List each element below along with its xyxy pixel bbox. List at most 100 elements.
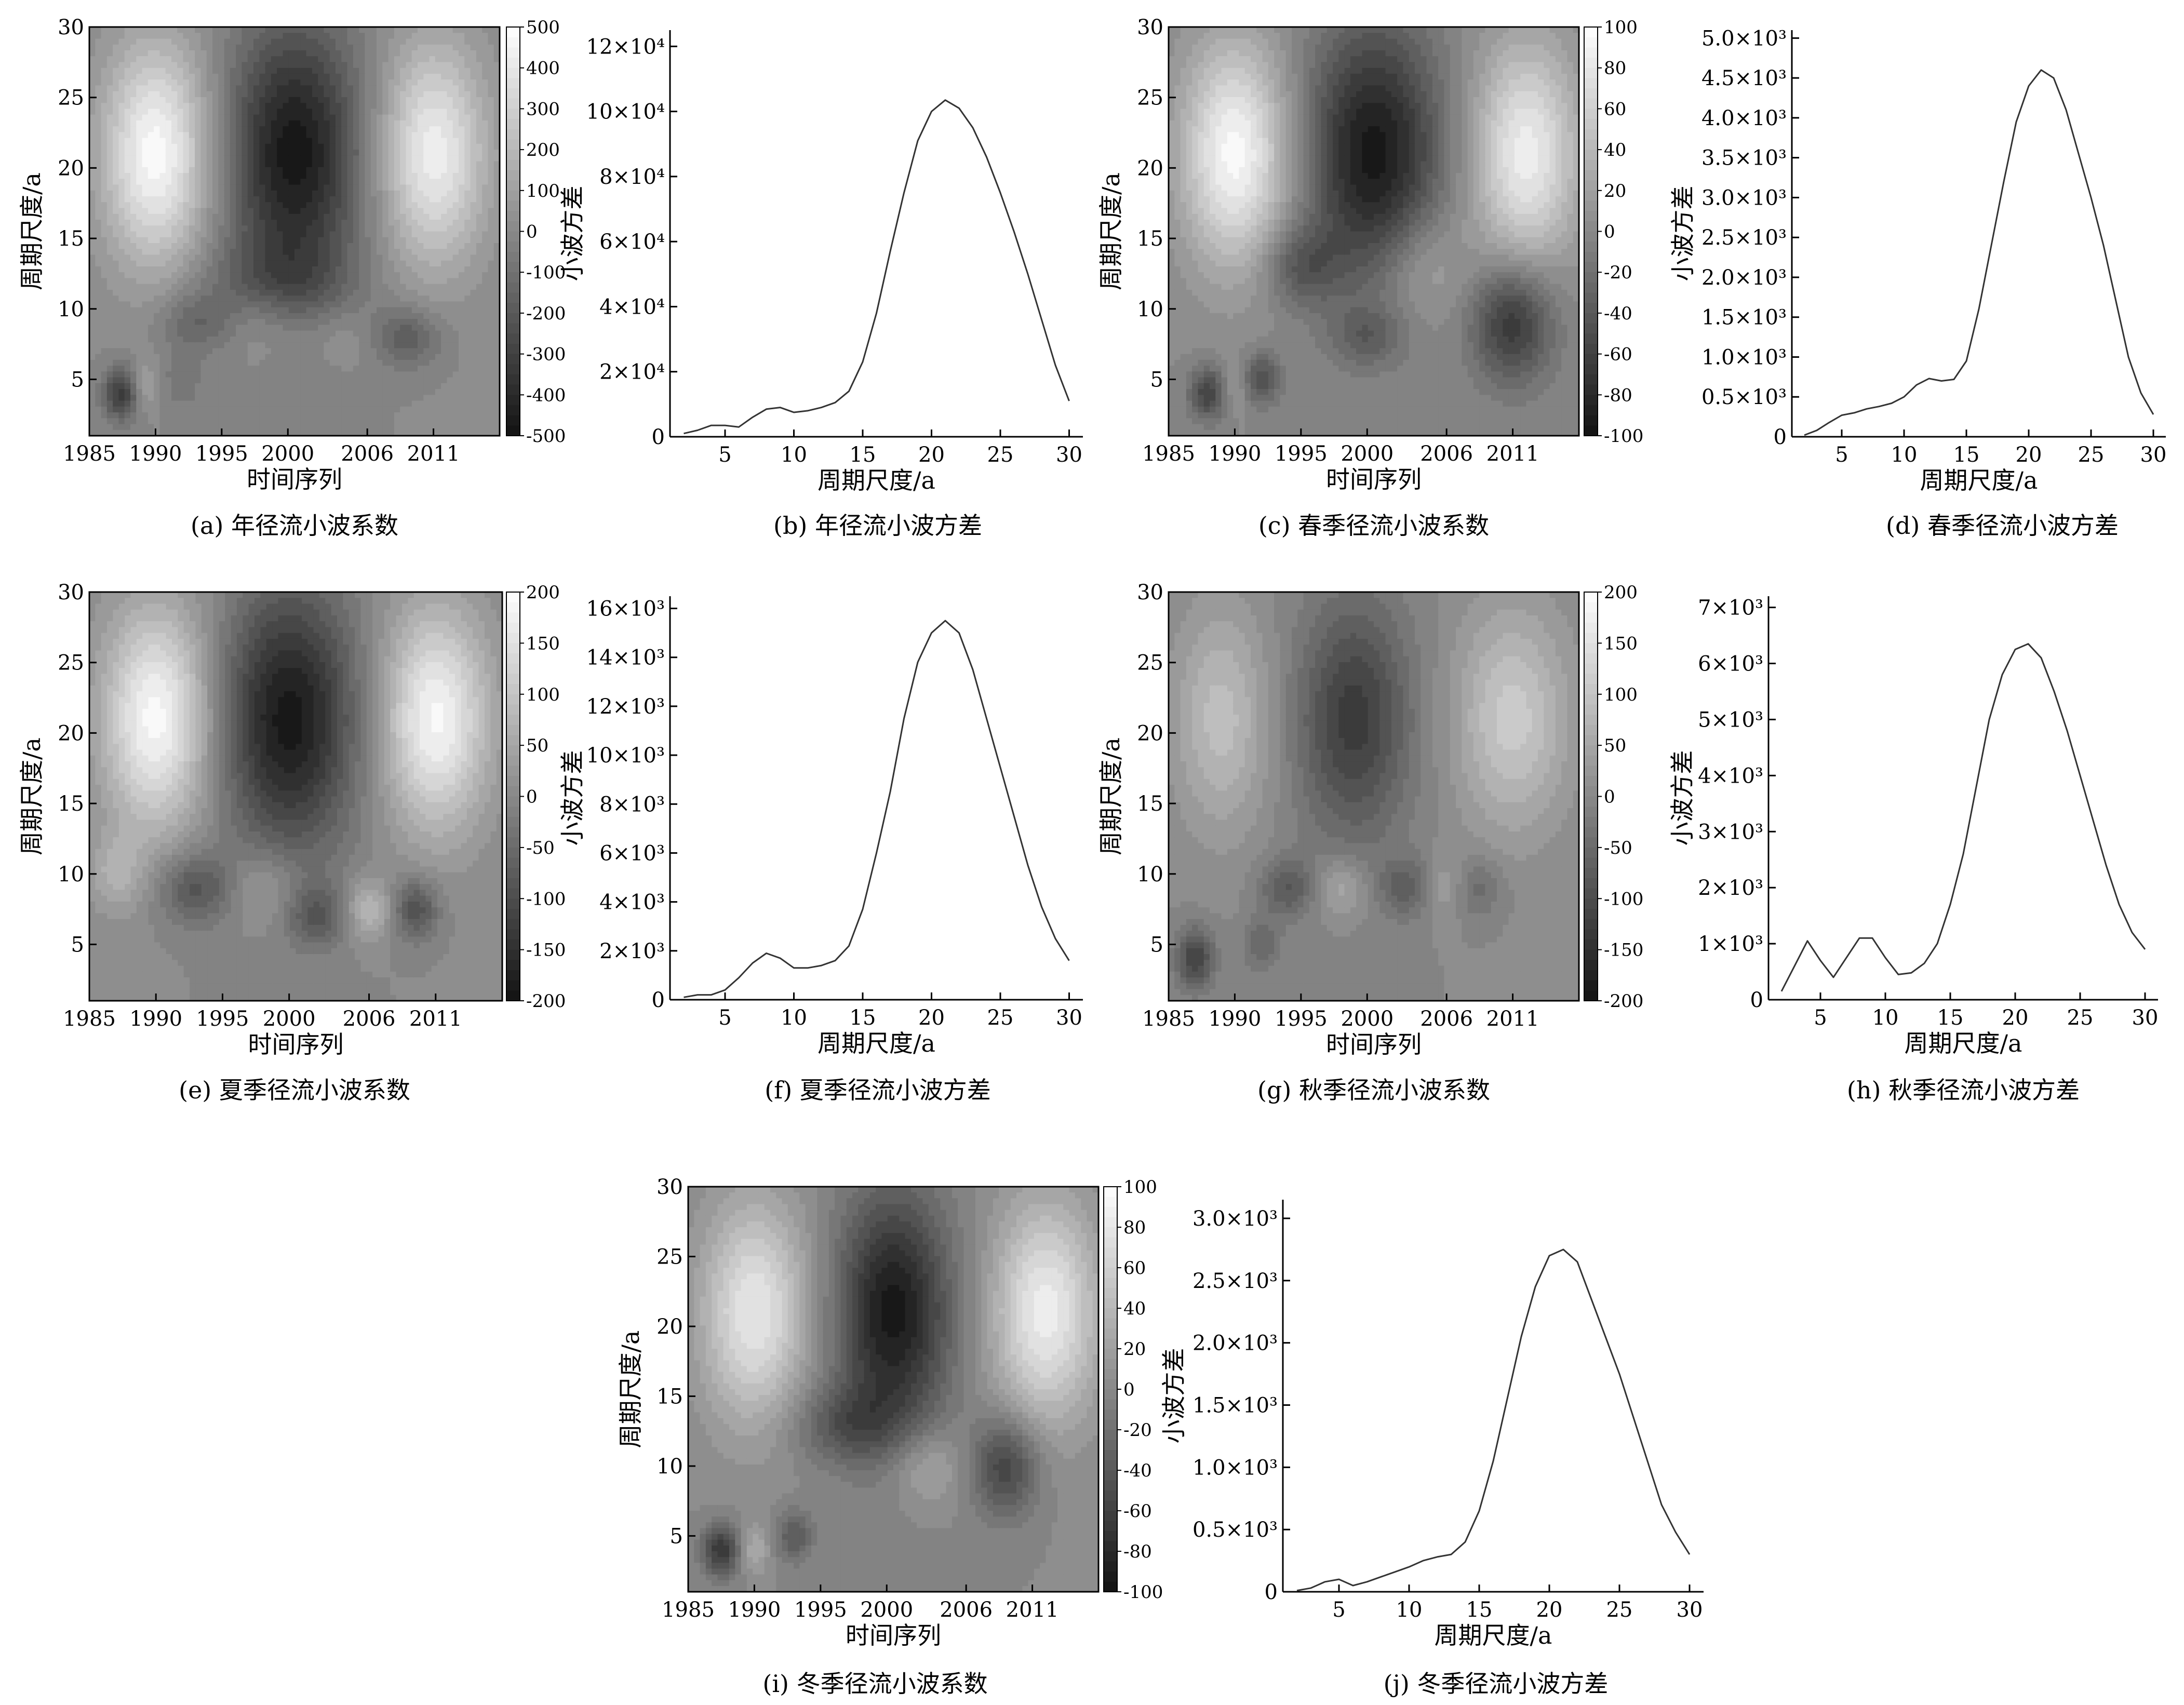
heatmap-cell	[183, 161, 190, 168]
heatmap-cell	[106, 167, 113, 173]
heatmap-cell	[277, 173, 284, 180]
heatmap-cell	[288, 348, 295, 355]
heatmap-cell	[277, 56, 284, 63]
colorbar-swatch	[506, 272, 520, 283]
heatmap-cell	[189, 38, 195, 45]
heatmap-cell	[142, 336, 149, 343]
heatmap-cell	[306, 371, 313, 378]
heatmap-cell	[130, 243, 137, 250]
heatmap-cell	[124, 231, 131, 238]
heatmap-cell	[388, 155, 395, 162]
heatmap-cell	[177, 132, 184, 139]
heatmap-cell	[95, 330, 102, 337]
heatmap-cell	[312, 418, 318, 425]
heatmap-cell	[247, 126, 254, 133]
heatmap-cell	[236, 336, 243, 343]
heatmap-cell	[429, 249, 436, 256]
heatmap-cell	[482, 97, 489, 103]
heatmap-cell	[195, 38, 202, 45]
heatmap-cell	[136, 68, 143, 74]
heatmap-cell	[101, 260, 108, 267]
heatmap-cell	[159, 231, 166, 238]
heatmap-cell	[177, 44, 184, 51]
heatmap-cell	[470, 91, 477, 98]
heatmap-cell	[406, 289, 412, 296]
heatmap-cell	[224, 336, 231, 343]
heatmap-cell	[195, 220, 202, 226]
heatmap-cell	[435, 225, 441, 232]
heatmap-cell	[382, 418, 389, 425]
heatmap-cell	[476, 231, 483, 238]
heatmap-cell	[171, 307, 178, 314]
heatmap-cell	[435, 167, 441, 173]
heatmap-cell	[113, 412, 119, 419]
heatmap-cell	[95, 342, 102, 349]
heatmap-cell	[136, 38, 143, 45]
heatmap-cell	[265, 383, 272, 390]
heatmap-cell	[336, 33, 342, 39]
heatmap-cell	[418, 68, 424, 74]
heatmap-cell	[447, 79, 453, 86]
heatmap-cell	[470, 190, 477, 197]
heatmap-cell	[224, 406, 231, 413]
heatmap-cell	[200, 336, 207, 343]
heatmap-cell	[418, 359, 424, 366]
heatmap-cell	[312, 389, 318, 396]
heatmap-cell	[212, 132, 219, 139]
heatmap-cell	[365, 173, 371, 180]
heatmap-cell	[171, 348, 178, 355]
heatmap-cell	[429, 97, 436, 103]
heatmap-cell	[470, 272, 477, 279]
heatmap-cell	[423, 249, 430, 256]
heatmap-cell	[189, 418, 195, 425]
heatmap-cell	[382, 272, 389, 279]
heatmap-cell	[159, 103, 166, 110]
heatmap-cell	[476, 220, 483, 226]
heatmap-cell	[277, 383, 284, 390]
heatmap-cell	[136, 97, 143, 103]
heatmap-cell	[324, 213, 330, 220]
heatmap-cell	[306, 56, 313, 63]
heatmap-cell	[89, 132, 96, 139]
heatmap-cell	[118, 383, 125, 390]
heatmap-cell	[154, 126, 160, 133]
heatmap-cell	[159, 56, 166, 63]
heatmap-cell	[159, 179, 166, 185]
heatmap-cell	[300, 325, 307, 331]
heatmap-cell	[441, 237, 448, 244]
heatmap-cell	[253, 243, 260, 250]
heatmap-cell	[406, 424, 412, 431]
heatmap-cell	[259, 284, 266, 290]
heatmap-cell	[370, 132, 377, 139]
heatmap-cell	[95, 260, 102, 267]
heatmap-cell	[253, 220, 260, 226]
heatmap-cell	[429, 27, 436, 34]
heatmap-cell	[224, 179, 231, 185]
heatmap-cell	[118, 184, 125, 191]
heatmap-cell	[283, 289, 289, 296]
heatmap-cell	[183, 301, 190, 308]
heatmap-cell	[253, 296, 260, 302]
heatmap-cell	[370, 348, 377, 355]
heatmap-cell	[476, 79, 483, 86]
heatmap-cell	[464, 330, 471, 337]
heatmap-cell	[394, 161, 400, 168]
heatmap-cell	[265, 138, 272, 144]
heatmap-cell	[464, 73, 471, 80]
heatmap-cell	[224, 307, 231, 314]
heatmap-cell	[336, 319, 342, 326]
heatmap-cell	[341, 406, 348, 413]
heatmap-cell	[288, 126, 295, 133]
heatmap-cell	[411, 359, 418, 366]
heatmap-cell	[183, 313, 190, 319]
heatmap-cell	[247, 249, 254, 256]
heatmap-cell	[429, 73, 436, 80]
heatmap-cell	[347, 383, 354, 390]
heatmap-cell	[148, 272, 154, 279]
heatmap-cell	[165, 325, 172, 331]
heatmap-cell	[300, 412, 307, 419]
heatmap-cell	[106, 44, 113, 51]
heatmap-cell	[154, 313, 160, 319]
heatmap-cell	[159, 73, 166, 80]
heatmap-cell	[447, 179, 453, 185]
